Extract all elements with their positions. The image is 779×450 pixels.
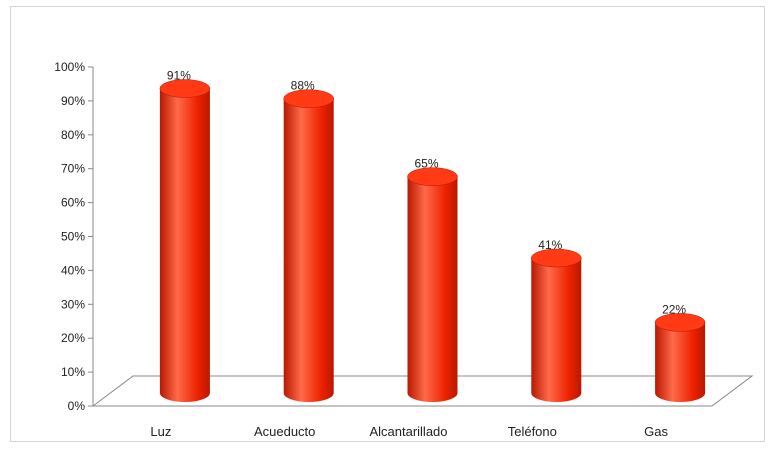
bar-body xyxy=(655,322,706,402)
y-tick-label: 80% xyxy=(61,128,85,142)
bar xyxy=(654,313,706,402)
bar xyxy=(159,79,211,402)
y-tick-label: 20% xyxy=(61,331,85,345)
data-label: 91% xyxy=(167,69,191,83)
category-label: Alcantarillado xyxy=(369,424,447,439)
bar-body xyxy=(159,88,210,402)
value-axis: 0% 10% 20% 30% 40% 50% 60% 70% 80% 90% 100% xyxy=(54,60,94,413)
y-tick-label: 30% xyxy=(61,297,85,311)
data-label: 88% xyxy=(291,79,315,93)
y-tick-label: 60% xyxy=(61,196,85,210)
category-label: Luz xyxy=(150,424,171,439)
y-tick-label: 0% xyxy=(68,399,86,413)
category-label: Gas xyxy=(644,424,668,439)
bar-body xyxy=(283,98,334,403)
category-label: Acueducto xyxy=(254,424,315,439)
bar-body xyxy=(531,258,582,402)
category-label: Teléfono xyxy=(508,424,557,439)
y-tick-label: 40% xyxy=(61,263,85,277)
bar-series xyxy=(159,79,706,403)
bar-top xyxy=(283,89,334,108)
bar-top xyxy=(531,248,582,268)
y-tick-label: 70% xyxy=(61,162,85,176)
data-label: 41% xyxy=(538,238,562,252)
chart-frame xyxy=(10,6,765,442)
y-tick-label: 90% xyxy=(61,94,85,108)
y-tick-label: 10% xyxy=(61,365,85,379)
data-label: 22% xyxy=(662,302,686,316)
data-labels: 91% 88% 65% 41% 22% xyxy=(167,69,687,317)
bar-top xyxy=(407,167,458,186)
bar xyxy=(531,248,582,402)
bar-top xyxy=(654,313,706,332)
bar xyxy=(407,167,458,402)
bar xyxy=(283,89,334,403)
y-tick-label: 50% xyxy=(61,230,85,244)
data-label: 65% xyxy=(414,157,438,171)
bar-top xyxy=(159,79,211,98)
category-axis: Luz Acueducto Alcantarillado Teléfono Gas xyxy=(150,424,668,439)
bar-body xyxy=(407,176,458,402)
y-tick-label: 100% xyxy=(54,60,85,74)
